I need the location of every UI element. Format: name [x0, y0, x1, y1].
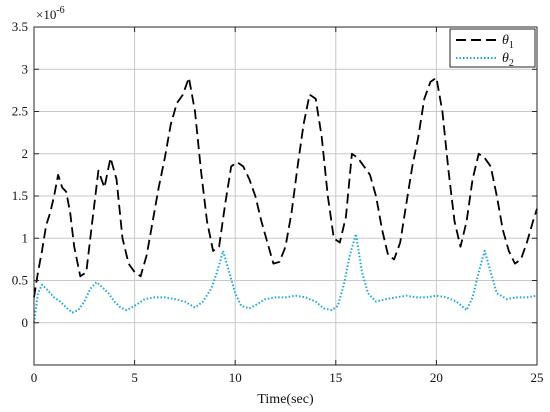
y-tick-label: 2.5 — [12, 104, 28, 119]
y-tick-label: 2 — [22, 146, 29, 161]
legend-label-theta1-symbol: θ — [502, 33, 509, 48]
legend-box — [449, 28, 536, 68]
legend: θ1 θ2 — [449, 28, 536, 69]
legend-label-theta1-subscript: 1 — [509, 40, 514, 51]
series-layer — [33, 76, 538, 323]
y-exponent-power: -6 — [56, 5, 64, 16]
x-tick-label: 10 — [229, 370, 242, 385]
legend-label-theta2: θ2 — [502, 51, 514, 69]
x-tick-label: 20 — [430, 370, 443, 385]
series-line-theta2 — [33, 233, 538, 323]
x-tick-label: 15 — [329, 370, 342, 385]
x-tick-label: 25 — [531, 370, 544, 385]
y-tick-label: 0.5 — [12, 273, 28, 288]
y-tick-label: 0 — [22, 315, 29, 330]
y-tick-label: 1.5 — [12, 188, 28, 203]
y-tick-label: 3.5 — [12, 19, 28, 34]
x-tick-label: 0 — [31, 370, 38, 385]
y-tick-label: 3 — [22, 61, 29, 76]
legend-label-theta2-symbol: θ — [502, 51, 509, 66]
x-axis-label: Time(sec) — [257, 392, 314, 407]
y-axis-exponent-label: ×10-6 — [36, 5, 65, 22]
tick-labels: 0 5 10 15 20 25 0 0.5 1 1.5 2 2.5 3 3.5 — [12, 19, 544, 385]
x-tick-label: 5 — [131, 370, 138, 385]
y-exponent-base: ×10 — [36, 7, 56, 22]
legend-label-theta2-subscript: 2 — [509, 58, 514, 69]
series-line-theta1 — [33, 76, 538, 298]
y-tick-label: 1 — [22, 230, 29, 245]
legend-label-theta1: θ1 — [502, 33, 514, 51]
axis-ticks — [33, 26, 538, 365]
